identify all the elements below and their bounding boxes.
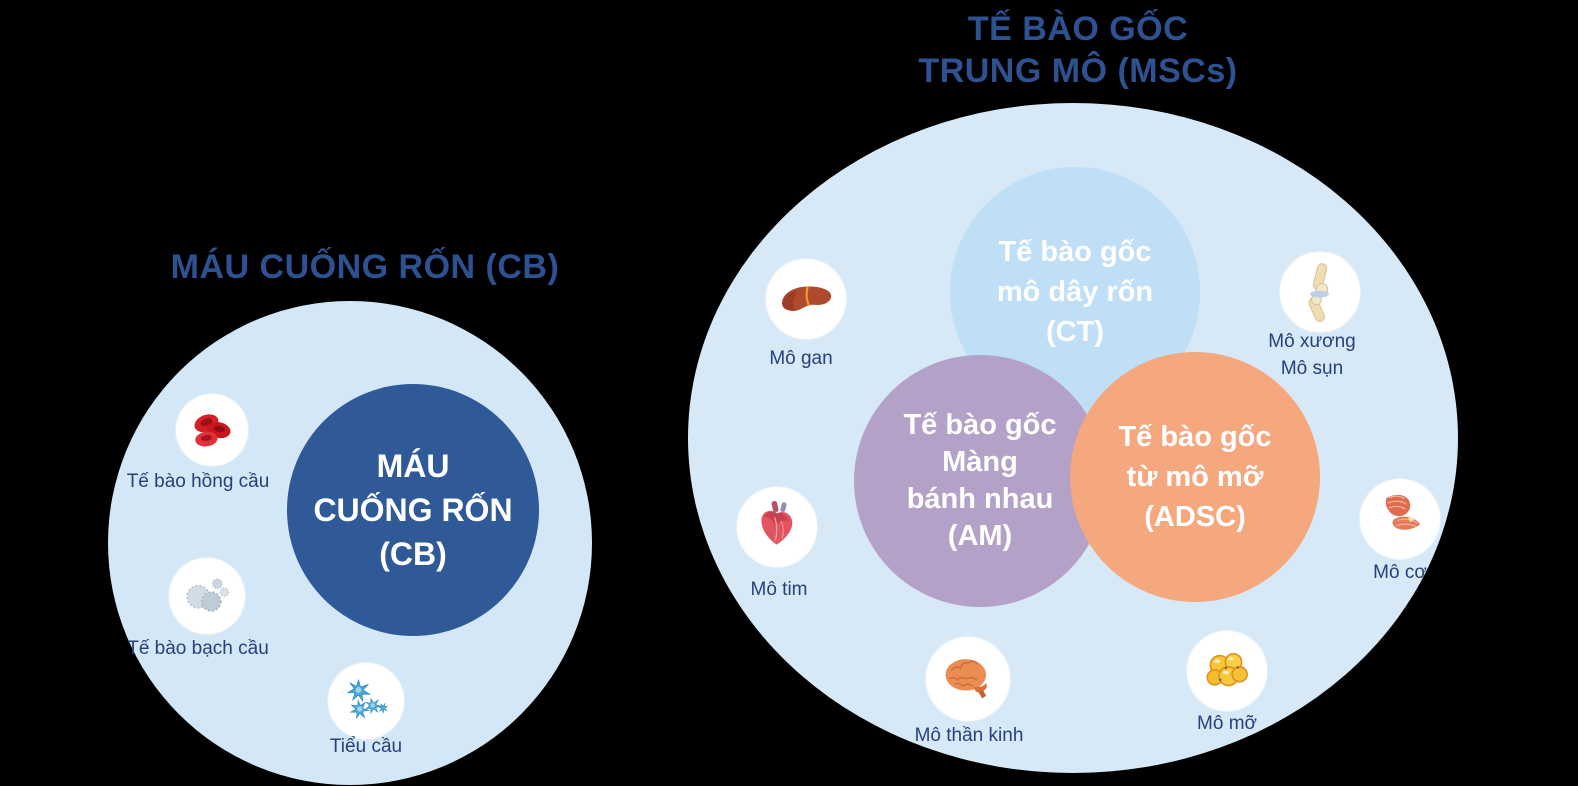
msc-title-line-2: TRUNG MÔ (MSCs)	[918, 52, 1238, 90]
fat-label: Mô mỡ	[1197, 713, 1257, 734]
msc-title-line-1: TẾ BÀO GỐC	[967, 10, 1189, 48]
bone-cartilage-label: Mô xương Mô sụn	[1268, 331, 1356, 379]
bone-cartilage-glyph	[1308, 263, 1329, 322]
cord-blood-center-text: MÁU CUỐNG RỐN (CB)	[313, 448, 513, 572]
heart-icon	[737, 487, 817, 567]
white-blood-cells-glyph	[186, 578, 230, 613]
adsc-circle-text: Tế bào gốc từ mô mỡ (ADSC)	[1118, 421, 1272, 533]
liver-icon	[766, 259, 846, 339]
adsc-circle: Tế bào gốc từ mô mỡ (ADSC)	[1070, 352, 1320, 602]
white-blood-cells-icon	[169, 558, 245, 634]
muscle-glyph	[1385, 494, 1420, 530]
platelets-glyph	[347, 679, 389, 720]
liver-glyph	[781, 286, 831, 311]
fat-icon	[1187, 631, 1267, 711]
white-blood-cells-label: Tế bào bạch cầu	[127, 638, 269, 659]
am-circle-text: Tế bào gốc Màng bánh nhau (AM)	[903, 409, 1057, 552]
brain-label: Mô thần kinh	[914, 725, 1024, 746]
cord-blood-center-circle: MÁU CUỐNG RỐN (CB)	[287, 384, 539, 636]
red-blood-cells-label: Tế bào hồng cầu	[126, 471, 270, 492]
heart-label: Mô tim	[750, 579, 808, 600]
muscle-icon	[1360, 479, 1440, 559]
ct-circle-text: Tế bào gốc mô dây rốn (CT)	[996, 236, 1154, 348]
bone-cartilage-icon	[1280, 252, 1360, 332]
platelets-label: Tiểu cầu	[329, 736, 403, 757]
red-blood-cells-icon	[176, 394, 248, 466]
msc-title: TẾ BÀO GỐC TRUNG MÔ (MSCs)	[878, 8, 1278, 92]
brain-icon	[926, 637, 1010, 721]
cord-blood-title: MÁU CUỐNG RỐN (CB)	[170, 248, 560, 286]
liver-label: Mô gan	[769, 348, 833, 369]
muscle-label: Mô cơ	[1373, 562, 1427, 583]
platelets-icon	[328, 663, 404, 739]
fat-glyph	[1206, 652, 1248, 687]
brain-glyph	[945, 659, 987, 699]
heart-glyph	[761, 500, 793, 545]
red-blood-cells-glyph	[194, 414, 231, 447]
am-circle: Tế bào gốc Màng bánh nhau (AM)	[854, 355, 1106, 607]
